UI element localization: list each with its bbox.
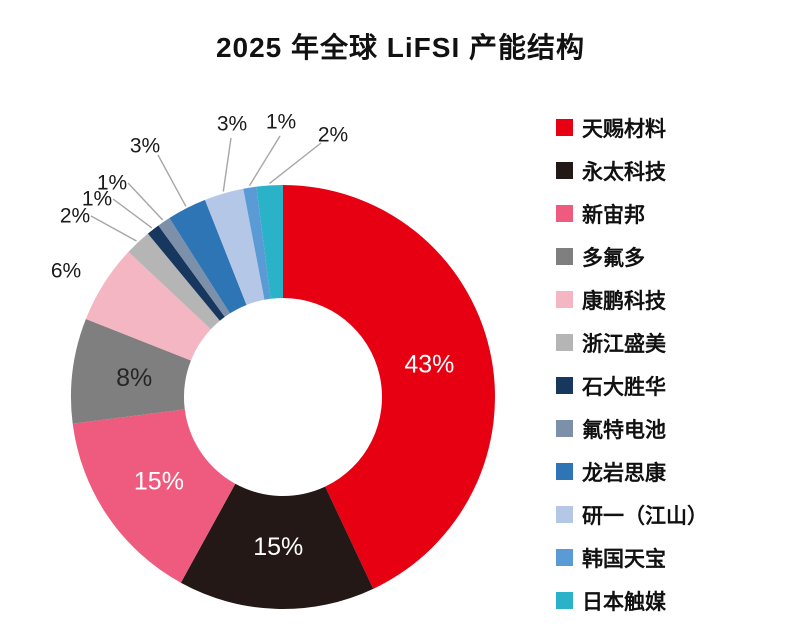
percent-label: 2%: [60, 205, 90, 228]
legend-swatch-icon: [556, 463, 573, 480]
legend-label: 龙岩思康: [582, 461, 666, 485]
legend-item: 研一（江山）: [556, 493, 708, 536]
percent-label: 15%: [134, 467, 184, 495]
pie-slice-7: [158, 218, 230, 317]
legend-item: 新宙邦: [556, 192, 708, 235]
legend-swatch-icon: [556, 506, 573, 523]
percent-label: 6%: [51, 260, 81, 283]
legend-swatch-icon: [556, 549, 573, 566]
pie-slice-8: [169, 199, 247, 314]
legend-swatch-icon: [556, 291, 573, 308]
pie-slice-1: [180, 483, 374, 609]
legend-item: 永太科技: [556, 149, 708, 192]
pie-slice-0: [283, 185, 495, 589]
legend-label: 浙江盛美: [582, 332, 666, 356]
pie-slice-9: [204, 188, 265, 305]
leader-line: [127, 182, 164, 221]
legend-item: 多氟多: [556, 235, 708, 278]
leader-line: [157, 154, 187, 207]
legend-swatch-icon: [556, 377, 573, 394]
legend-label: 石大胜华: [582, 375, 666, 399]
percent-label: 1%: [97, 172, 127, 195]
legend-label: 韩国天宝: [582, 547, 666, 571]
chart-title: 2025 年全球 LiFSI 产能结构: [215, 32, 586, 63]
percent-label: 1%: [266, 111, 296, 134]
leader-line: [90, 215, 137, 242]
pie-slice-6: [147, 225, 225, 321]
leader-line: [112, 198, 153, 229]
legend-label: 多氟多: [582, 246, 645, 270]
legend-label: 新宙邦: [582, 203, 645, 227]
legend-label: 日本触媒: [582, 590, 666, 614]
legend-label: 研一（江山）: [582, 504, 708, 528]
legend-item: 浙江盛美: [556, 321, 708, 364]
legend-item: 石大胜华: [556, 364, 708, 407]
pie-slice-4: [85, 251, 211, 361]
legend-swatch-icon: [556, 248, 573, 265]
pie-slice-5: [128, 233, 220, 330]
percent-label: 15%: [253, 533, 303, 561]
leader-line: [269, 142, 322, 184]
legend-swatch-icon: [556, 592, 573, 609]
leader-line: [222, 137, 232, 192]
percent-label: 3%: [217, 113, 247, 136]
percent-label: 2%: [318, 124, 348, 147]
legend-item: 龙岩思康: [556, 450, 708, 493]
legend: 天赐材料永太科技新宙邦多氟多康鹏科技浙江盛美石大胜华氟特电池龙岩思康研一（江山）…: [556, 106, 708, 622]
pie-slice-3: [70, 318, 191, 424]
legend-item: 天赐材料: [556, 106, 708, 149]
legend-swatch-icon: [556, 162, 573, 179]
pie-slice-2: [72, 409, 236, 583]
legend-label: 氟特电池: [582, 418, 666, 442]
donut-chart: 43%15%15%8%6%2%1%1%3%3% 1%2%: [51, 111, 495, 609]
legend-item: 日本触媒: [556, 579, 708, 622]
pie-slice-10: [243, 186, 271, 300]
leader-line: [248, 135, 281, 187]
legend-label: 永太科技: [582, 160, 666, 184]
legend-swatch-icon: [556, 119, 573, 136]
percent-label: 1%: [82, 188, 112, 211]
legend-swatch-icon: [556, 334, 573, 351]
percent-label: 3%: [130, 135, 160, 158]
legend-item: 韩国天宝: [556, 536, 708, 579]
percent-label: 43%: [404, 350, 454, 378]
legend-label: 康鹏科技: [582, 289, 666, 313]
legend-item: 康鹏科技: [556, 278, 708, 321]
pie-slice-11: [256, 185, 283, 299]
legend-swatch-icon: [556, 205, 573, 222]
legend-label: 天赐材料: [582, 117, 666, 141]
percent-label: 8%: [116, 364, 152, 392]
legend-item: 氟特电池: [556, 407, 708, 450]
legend-swatch-icon: [556, 420, 573, 437]
